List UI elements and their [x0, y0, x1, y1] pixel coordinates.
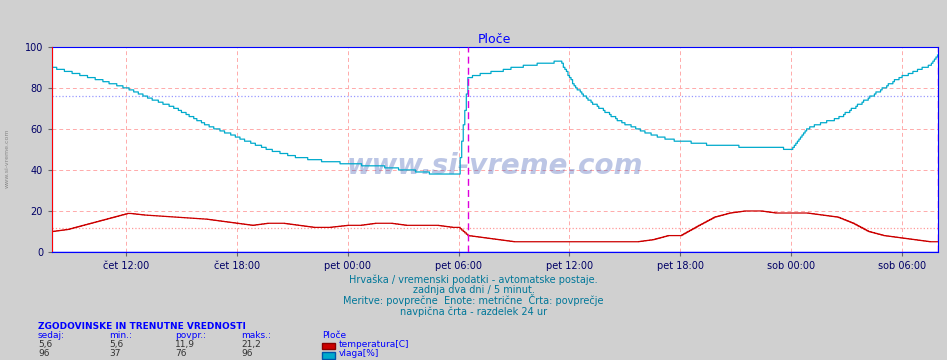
Title: Ploče: Ploče: [478, 33, 511, 46]
Text: navpična črta - razdelek 24 ur: navpična črta - razdelek 24 ur: [400, 306, 547, 317]
Text: 5,6: 5,6: [109, 340, 123, 349]
Text: vlaga[%]: vlaga[%]: [339, 350, 380, 359]
Text: min.:: min.:: [109, 332, 132, 341]
Text: maks.:: maks.:: [241, 332, 272, 341]
Text: Ploče: Ploče: [322, 332, 346, 341]
Text: 21,2: 21,2: [241, 340, 261, 349]
Text: 5,6: 5,6: [38, 340, 52, 349]
Text: Meritve: povprečne  Enote: metrične  Črta: povprečje: Meritve: povprečne Enote: metrične Črta:…: [343, 294, 604, 306]
Text: zadnja dva dni / 5 minut.: zadnja dva dni / 5 minut.: [413, 285, 534, 296]
Text: 96: 96: [38, 350, 49, 359]
Text: www.si-vreme.com: www.si-vreme.com: [5, 129, 10, 188]
Text: 37: 37: [109, 350, 120, 359]
Text: 96: 96: [241, 350, 253, 359]
Text: ZGODOVINSKE IN TRENUTNE VREDNOSTI: ZGODOVINSKE IN TRENUTNE VREDNOSTI: [38, 323, 246, 332]
Text: www.si-vreme.com: www.si-vreme.com: [347, 152, 643, 180]
Text: povpr.:: povpr.:: [175, 332, 206, 341]
Text: 76: 76: [175, 350, 187, 359]
Text: sedaj:: sedaj:: [38, 332, 65, 341]
Text: Hrvaška / vremenski podatki - avtomatske postaje.: Hrvaška / vremenski podatki - avtomatske…: [349, 274, 598, 285]
Text: temperatura[C]: temperatura[C]: [339, 340, 409, 349]
Text: 11,9: 11,9: [175, 340, 195, 349]
